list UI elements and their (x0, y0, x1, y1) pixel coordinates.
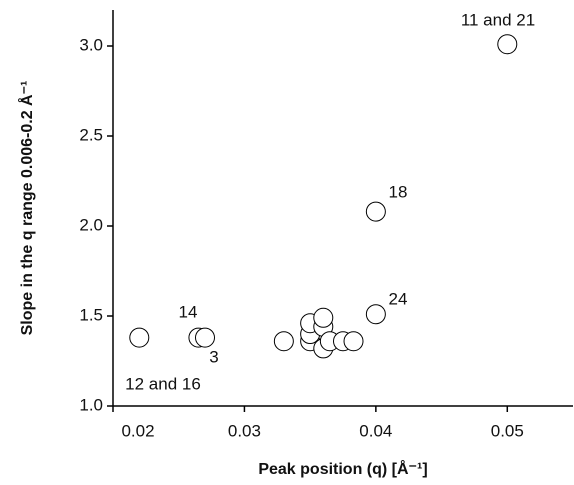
y-tick-label: 2.5 (79, 125, 103, 144)
x-axis-title: Peak position (q) [Å⁻¹] (258, 459, 427, 478)
annotation: 3 (209, 347, 218, 366)
y-tick-label: 3.0 (79, 35, 103, 54)
annotation: 11 and 21 (461, 10, 535, 29)
y-tick-label: 1.5 (79, 305, 103, 324)
point (365, 201, 386, 222)
y-tick-label: 2.0 (79, 215, 103, 234)
point (313, 307, 334, 328)
annotation: 12 and 16 (125, 374, 201, 393)
y-tick-label: 1.0 (79, 395, 103, 414)
point (343, 331, 364, 352)
annotation: 24 (389, 289, 408, 308)
y-axis-title: Slope in the q range 0.006-0.2 Å⁻¹ (17, 81, 36, 336)
point (129, 327, 150, 348)
x-tick-label: 0.02 (121, 421, 154, 440)
x-tick-label: 0.05 (491, 421, 524, 440)
point (497, 34, 518, 55)
x-tick-label: 0.04 (359, 421, 392, 440)
annotation: 14 (179, 302, 198, 321)
point (273, 331, 294, 352)
annotation: 18 (389, 182, 408, 201)
point (365, 304, 386, 325)
point (195, 327, 215, 348)
x-tick-label: 0.03 (228, 421, 261, 440)
